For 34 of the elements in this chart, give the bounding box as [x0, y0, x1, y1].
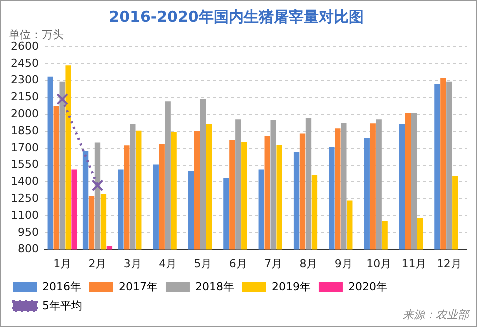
chart-title: 2016-2020年国内生猪屠宰量对比图	[109, 8, 364, 26]
y-tick-label: 1550	[10, 158, 39, 172]
legend-label: 2017年	[118, 280, 158, 294]
x-tick-label: 5月	[194, 257, 212, 270]
x-tick-label: 9月	[334, 257, 353, 270]
x-tick-label: 2月	[88, 257, 107, 270]
y-tick-label: 1400	[10, 175, 39, 188]
y-axis-title: 单位：万头	[9, 28, 64, 42]
y-tick-label: 2300	[10, 74, 39, 87]
legend-label: 2019年	[272, 280, 311, 294]
x-tick-label: 11月	[402, 257, 427, 270]
x-tick-label: 8月	[300, 257, 318, 270]
y-tick-label: 2600	[10, 40, 39, 53]
x-tick-label: 7月	[264, 257, 283, 270]
x-tick-label: 1月	[54, 257, 72, 270]
y-tick-label: 1850	[10, 124, 39, 138]
y-tick-label: 2150	[10, 90, 39, 104]
legend-label: 5年平均	[42, 299, 82, 312]
y-tick-label: 1700	[10, 141, 39, 154]
y-tick-label: 1250	[10, 192, 39, 205]
x-tick-label: 3月	[124, 257, 142, 270]
x-tick-label: 6月	[229, 257, 248, 270]
legend-label: 2016年	[42, 280, 82, 294]
legend-label: 2020年	[348, 280, 388, 294]
source-note: 来源：农业部	[403, 308, 471, 322]
y-tick-label: 2000	[10, 107, 39, 120]
x-tick-label: 12月	[436, 257, 462, 270]
y-tick-label: 1100	[10, 208, 39, 222]
y-tick-label: 800	[18, 242, 39, 256]
x-tick-label: 4月	[159, 257, 178, 270]
x-tick-label: 10月	[366, 257, 392, 270]
legend-label: 2018年	[195, 280, 234, 294]
y-tick-label: 2450	[10, 56, 39, 70]
y-tick-label: 950	[18, 226, 39, 239]
